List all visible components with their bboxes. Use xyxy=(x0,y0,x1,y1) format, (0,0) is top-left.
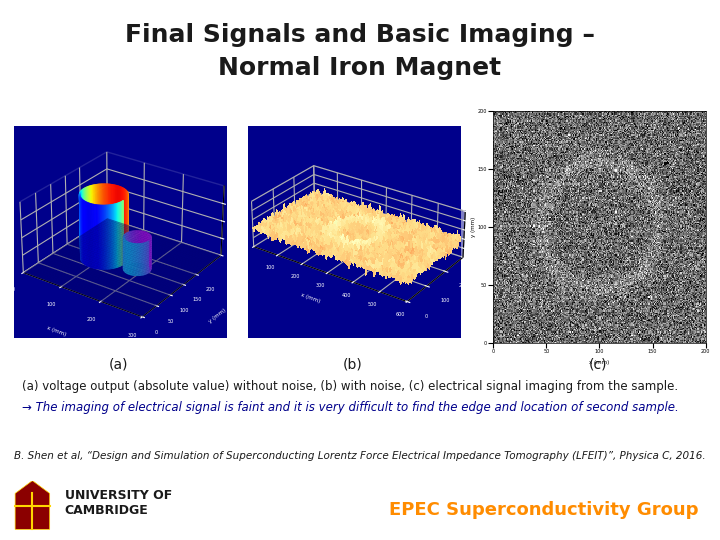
Text: (a) voltage output (absolute value) without noise, (b) with noise, (c) electrica: (a) voltage output (absolute value) with… xyxy=(22,380,678,393)
Text: (b): (b) xyxy=(343,357,363,372)
X-axis label: x (mm): x (mm) xyxy=(589,360,610,365)
Text: Final Signals and Basic Imaging –: Final Signals and Basic Imaging – xyxy=(125,23,595,47)
Y-axis label: y (mm): y (mm) xyxy=(208,308,227,324)
X-axis label: x (mm): x (mm) xyxy=(300,292,320,303)
Y-axis label: y (mm): y (mm) xyxy=(471,217,476,237)
X-axis label: x (mm): x (mm) xyxy=(46,326,66,337)
Text: Normal Iron Magnet: Normal Iron Magnet xyxy=(218,56,502,79)
Text: → The imaging of electrical signal is faint and it is very difficult to find the: → The imaging of electrical signal is fa… xyxy=(22,401,678,414)
Text: UNIVERSITY OF
CAMBRIDGE: UNIVERSITY OF CAMBRIDGE xyxy=(65,489,172,517)
Y-axis label: y (mm): y (mm) xyxy=(472,299,491,315)
Text: EPEC Superconductivity Group: EPEC Superconductivity Group xyxy=(389,501,698,519)
Text: (a): (a) xyxy=(109,357,129,372)
Polygon shape xyxy=(15,481,50,529)
Text: B. Shen et al, “Design and Simulation of Superconducting Lorentz Force Electrica: B. Shen et al, “Design and Simulation of… xyxy=(14,451,706,461)
Text: (c): (c) xyxy=(588,357,607,372)
